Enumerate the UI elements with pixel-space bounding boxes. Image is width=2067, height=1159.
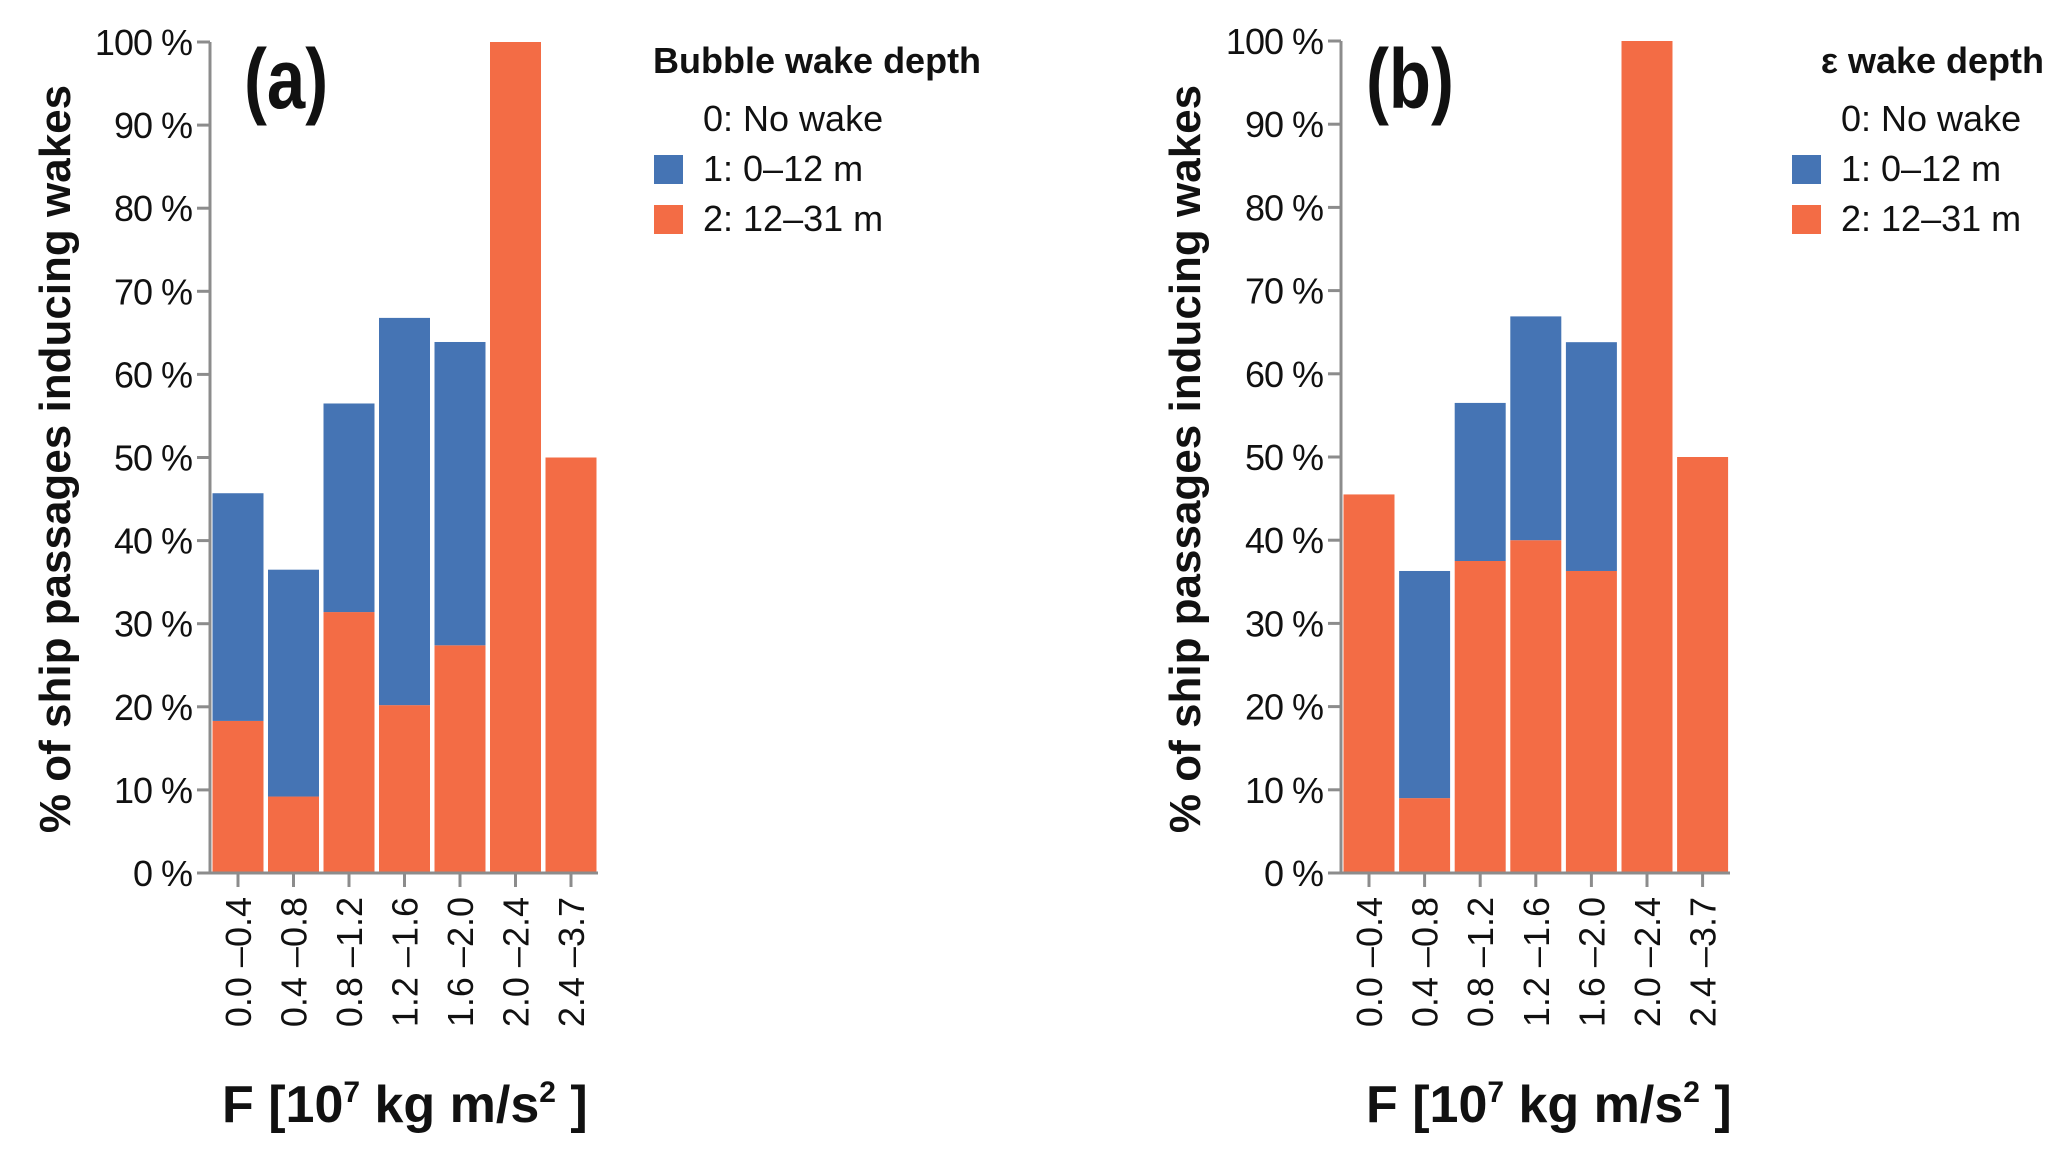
x-axis-title-mid: kg m/s: [360, 1076, 539, 1134]
y-tick-label: 0 %: [133, 853, 192, 894]
x-tick-label: 0.4 –0.8: [274, 897, 315, 1027]
x-tick-label: 0.0 –0.4: [1349, 897, 1390, 1027]
y-axis: 0 % 10 % 20 % 30 % 40 % 50 % 60 % 70 % 80 % 90 % 1…: [95, 22, 212, 894]
legend-title: ε wake depth: [1821, 40, 2044, 81]
legend-label-no-wake: 0: No wake: [703, 98, 883, 139]
bar-shallow-0-12m: [1510, 316, 1562, 541]
y-tick-label: 10 %: [114, 770, 192, 811]
y-tick-label: 40 %: [1245, 520, 1323, 561]
bar-shallow-0-12m: [268, 569, 319, 797]
bar-deep-12-31m: [1454, 561, 1506, 873]
bar-deep-12-31m: [1399, 798, 1451, 873]
x-tick-label: 2.0 –2.4: [1627, 897, 1668, 1027]
y-tick-label: 60 %: [1245, 354, 1323, 395]
bar-shallow-0-12m: [434, 341, 486, 646]
y-tick-label: 50 %: [114, 438, 192, 479]
legend-label-no-wake: 0: No wake: [1841, 98, 2021, 139]
y-tick-label: 10 %: [1245, 770, 1323, 811]
panel-label: (a): [244, 33, 328, 127]
y-tick-label: 100 %: [95, 22, 192, 63]
bar-shallow-0-12m: [212, 493, 264, 721]
y-axis-title: % of ship passages inducing wakes: [1161, 85, 1210, 833]
bar-deep-12-31m: [1343, 494, 1395, 873]
x-tick-label: 0.8 –1.2: [329, 897, 370, 1027]
bar-deep-12-31m: [1565, 570, 1617, 873]
bars: [212, 42, 597, 873]
bars: [1343, 41, 1729, 873]
bar-deep-12-31m: [323, 612, 375, 873]
y-axis-title: % of ship passages inducing wakes: [31, 85, 80, 833]
x-axis-title: F [107 kg m/s2 ]: [222, 1076, 588, 1134]
x-axis-title: F [107 kg m/s2 ]: [1366, 1076, 1732, 1134]
x-axis-title-prefix: F [10: [1366, 1076, 1487, 1134]
y-tick-label: 40 %: [114, 521, 192, 562]
y-tick-label: 0 %: [1264, 853, 1323, 894]
legend-swatch-0-12m: [1792, 155, 1821, 184]
bar-deep-12-31m: [268, 796, 319, 873]
x-tick-label: 1.2 –1.6: [385, 897, 426, 1027]
y-tick-label: 50 %: [1245, 437, 1323, 478]
x-tick-label: 0.8 –1.2: [1460, 897, 1501, 1027]
y-tick-label: 100 %: [1226, 21, 1323, 62]
bar-deep-12-31m: [1677, 457, 1729, 873]
bar-shallow-0-12m: [323, 403, 375, 613]
x-axis: 0.0 –0.4 0.4 –0.8 0.8 –1.2 1.2 –1.6 1.6 –2.0…: [197, 871, 598, 1027]
legend-title: Bubble wake depth: [653, 40, 981, 81]
legend-label-0-12m: 1: 0–12 m: [1841, 148, 2001, 189]
legend-swatch-0-12m: [654, 155, 683, 184]
legend-swatch-12-31m: [654, 205, 683, 234]
x-axis-title-prefix: F [10: [222, 1076, 343, 1134]
y-tick-label: 80 %: [1245, 187, 1323, 228]
x-tick-label: 0.0 –0.4: [218, 897, 259, 1027]
x-tick-label: 1.2 –1.6: [1516, 897, 1557, 1027]
x-axis: 0.0 –0.4 0.4 –0.8 0.8 –1.2 1.2 –1.6 1.6 –2.0…: [1328, 871, 1730, 1027]
y-tick-label: 20 %: [1245, 687, 1323, 728]
bar-shallow-0-12m: [1565, 342, 1617, 571]
y-tick-label: 70 %: [1245, 271, 1323, 312]
bar-deep-12-31m: [545, 457, 597, 873]
x-tick-label: 2.4 –3.7: [551, 897, 592, 1027]
panel-b: % of ship passages inducing wakes (b) 0 …: [1161, 21, 2044, 1134]
x-tick-label: 0.4 –0.8: [1405, 897, 1446, 1027]
y-tick-label: 90 %: [114, 105, 192, 146]
x-tick-label: 1.6 –2.0: [440, 897, 481, 1027]
y-tick-label: 70 %: [114, 271, 192, 312]
legend: Bubble wake depth 0: No wake 1: 0–12 m 2…: [653, 40, 981, 239]
legend-label-0-12m: 1: 0–12 m: [703, 148, 863, 189]
bar-deep-12-31m: [434, 645, 486, 873]
x-axis-title-suffix: ]: [1700, 1076, 1732, 1134]
y-tick-label: 60 %: [114, 354, 192, 395]
bar-deep-12-31m: [212, 720, 264, 873]
x-axis-title-mid: kg m/s: [1504, 1076, 1683, 1134]
panel-label: (b): [1366, 33, 1454, 127]
y-axis: 0 % 10 % 20 % 30 % 40 % 50 % 60 % 70 % 80 % 90 % 1…: [1226, 21, 1343, 894]
x-tick-label: 2.4 –3.7: [1683, 897, 1724, 1027]
x-axis-title-exp: 7: [343, 1076, 360, 1109]
legend-swatch-12-31m: [1792, 205, 1821, 234]
x-axis-title-exp2: 2: [1683, 1076, 1700, 1109]
bar-shallow-0-12m: [379, 317, 430, 706]
bar-deep-12-31m: [1510, 540, 1562, 873]
legend: ε wake depth 0: No wake 1: 0–12 m 2: 12–…: [1792, 40, 2044, 239]
bar-deep-12-31m: [490, 42, 541, 873]
legend-label-12-31m: 2: 12–31 m: [703, 198, 883, 239]
bar-deep-12-31m: [379, 705, 430, 873]
x-tick-label: 2.0 –2.4: [496, 897, 537, 1027]
y-tick-label: 30 %: [114, 604, 192, 645]
y-tick-label: 90 %: [1245, 104, 1323, 145]
x-tick-label: 1.6 –2.0: [1571, 897, 1612, 1027]
bar-shallow-0-12m: [1399, 570, 1451, 799]
y-tick-label: 80 %: [114, 188, 192, 229]
x-axis-title-exp: 7: [1487, 1076, 1504, 1109]
bar-deep-12-31m: [1621, 41, 1673, 873]
x-axis-title-suffix: ]: [556, 1076, 588, 1134]
y-tick-label: 20 %: [114, 687, 192, 728]
legend-label-12-31m: 2: 12–31 m: [1841, 198, 2021, 239]
panel-a: % of ship passages inducing wakes (a) 0 …: [31, 22, 981, 1134]
x-axis-title-exp2: 2: [539, 1076, 556, 1109]
y-tick-label: 30 %: [1245, 603, 1323, 644]
bar-shallow-0-12m: [1454, 402, 1506, 561]
